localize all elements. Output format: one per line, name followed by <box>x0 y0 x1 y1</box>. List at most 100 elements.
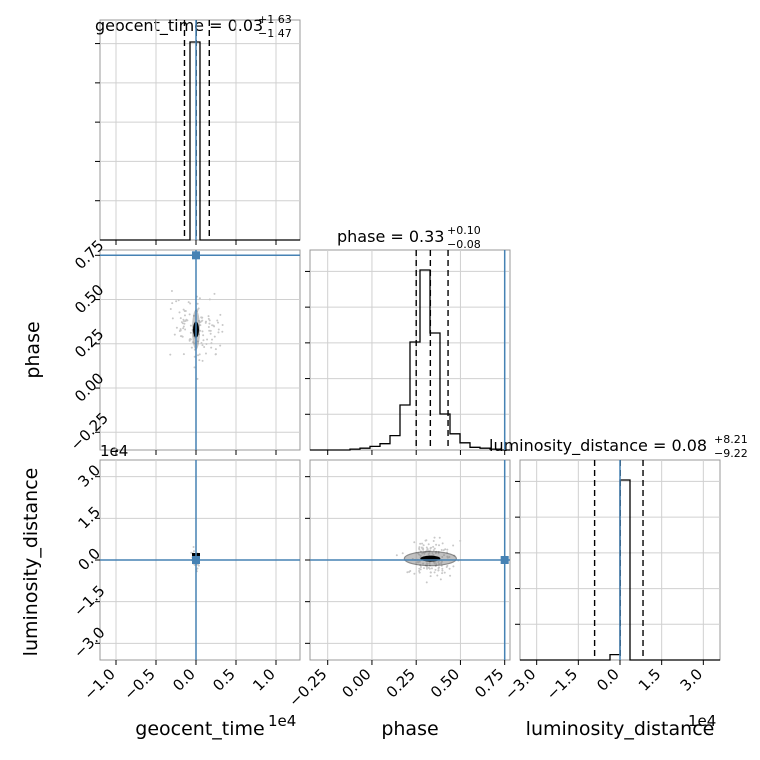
scatter-point <box>179 328 182 331</box>
scatter-point <box>190 551 193 554</box>
scatter-point <box>426 548 429 551</box>
scatter-point <box>438 536 441 539</box>
scatter-point <box>198 353 201 356</box>
scatter-point <box>438 562 441 565</box>
scatter-point <box>183 314 186 317</box>
scatter-point <box>214 348 217 351</box>
scatter-point <box>206 338 209 341</box>
truth-marker <box>500 556 509 564</box>
scatter-point <box>418 567 421 570</box>
title-geocent-time-sub: −1.47 <box>258 27 292 40</box>
scatter-point <box>427 543 430 546</box>
scatter-point <box>423 552 426 555</box>
scatter-point <box>429 575 432 578</box>
x-axis-label-geocent-time: geocent_time <box>135 718 264 740</box>
scatter-point <box>217 328 220 331</box>
scatter-point <box>208 298 211 301</box>
scatter-point <box>418 560 421 563</box>
scatter-point <box>436 574 439 577</box>
scatter-point <box>435 543 438 546</box>
scatter-point <box>204 320 207 323</box>
panel-frame <box>99 249 301 451</box>
scatter-point <box>175 326 178 329</box>
scatter-point <box>219 344 222 347</box>
title-geocent-time-sup: +1.63 <box>258 13 292 26</box>
scatter-point <box>208 322 211 325</box>
scatter-point <box>183 320 186 323</box>
scatter-point <box>425 566 428 569</box>
scatter-point <box>175 300 178 303</box>
scatter-point <box>441 542 444 545</box>
scatter-point <box>440 562 443 565</box>
scatter-point <box>189 302 192 305</box>
y-axis-label-phase: phase <box>22 321 44 378</box>
scatter-point <box>425 539 428 542</box>
scatter-point <box>421 552 424 555</box>
scatter-point <box>171 317 174 320</box>
scatter-point <box>170 289 173 292</box>
scatter-point <box>449 574 452 577</box>
scatter-point <box>437 566 440 569</box>
scatter-point <box>425 581 428 584</box>
title-geocent-time: geocent_time = 0.03 <box>95 16 263 36</box>
scatter-point <box>445 565 448 568</box>
scatter-point <box>192 546 195 549</box>
scatter-point <box>190 346 193 349</box>
scatter-point <box>219 313 222 316</box>
title-phase-sub: −0.08 <box>447 238 481 251</box>
scatter-point <box>440 564 443 567</box>
scatter-point <box>199 329 202 332</box>
scatter-point <box>182 308 185 311</box>
scatter-point <box>437 550 440 553</box>
scatter-point <box>184 328 187 331</box>
scatter-point <box>171 302 174 305</box>
scatter-point <box>395 554 398 557</box>
scatter-point <box>448 555 451 558</box>
scatter-point <box>189 324 192 327</box>
scatter-point <box>408 570 411 573</box>
scatter-point <box>188 338 191 341</box>
panel-phase-hist <box>309 249 511 451</box>
scatter-point <box>188 313 191 316</box>
scatter-point <box>214 353 217 356</box>
scatter-point <box>421 542 424 545</box>
scatter-point <box>401 552 404 555</box>
truth-marker <box>192 556 200 564</box>
scatter-point <box>207 317 210 320</box>
scatter-point <box>221 330 224 333</box>
scatter-point <box>173 333 176 336</box>
scatter-point <box>406 571 409 574</box>
scatter-point <box>441 555 444 558</box>
scatter-point <box>423 567 426 570</box>
scatter-point <box>210 342 213 345</box>
scatter-point <box>421 547 424 550</box>
scatter-point <box>422 544 425 547</box>
scatter-point <box>428 562 431 565</box>
scatter-point <box>428 564 431 567</box>
y-axis-label-luminosity-distance: luminosity_distance <box>20 468 42 657</box>
scatter-point <box>441 569 444 572</box>
scatter-point <box>196 302 199 305</box>
scatter-point <box>417 561 420 564</box>
scatter-point <box>213 292 216 295</box>
panel-phase-vs-geocent-time <box>99 249 301 451</box>
scatter-point <box>207 315 210 318</box>
x-axis-label-luminosity-distance: luminosity_distance <box>526 718 715 740</box>
scatter-point <box>446 548 449 551</box>
scatter-point <box>452 544 455 547</box>
scatter-point <box>425 562 428 565</box>
scatter-point <box>432 561 435 564</box>
scatter-point <box>192 550 195 553</box>
scatter-point <box>452 565 455 568</box>
scatter-point <box>182 327 185 330</box>
scatter-point <box>434 568 437 571</box>
scatter-point <box>199 324 202 327</box>
title-luminosity-distance-sub: −9.22 <box>714 447 748 460</box>
scatter-point <box>428 550 431 553</box>
scatter-point <box>443 554 446 557</box>
scatter-point <box>432 539 435 542</box>
scatter-point <box>417 552 420 555</box>
scatter-point <box>221 323 224 326</box>
scatter-point <box>433 536 436 539</box>
scatter-point <box>442 549 445 552</box>
